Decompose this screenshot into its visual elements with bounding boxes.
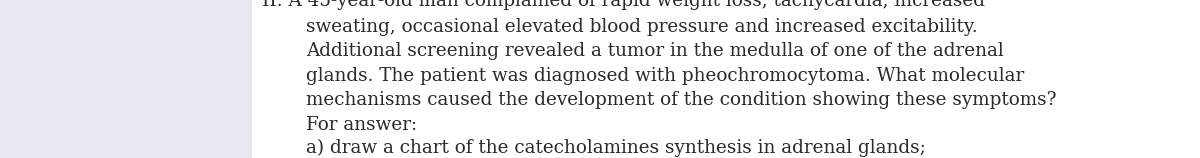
Text: mechanisms caused the development of the condition showing these symptoms?: mechanisms caused the development of the… [306,91,1056,109]
Text: For answer:: For answer: [306,115,418,134]
Text: Additional screening revealed a tumor in the medulla of one of the adrenal: Additional screening revealed a tumor in… [306,42,1003,60]
Text: sweating, occasional elevated blood pressure and increased excitability.: sweating, occasional elevated blood pres… [306,18,978,36]
Text: a) draw a chart of the catecholamines synthesis in adrenal glands;: a) draw a chart of the catecholamines sy… [306,139,926,157]
FancyBboxPatch shape [252,0,1200,158]
FancyBboxPatch shape [0,0,252,158]
Text: II. A 45-year-old man complained of rapid weight loss, tachycardia, increased: II. A 45-year-old man complained of rapi… [262,0,985,10]
Text: glands. The patient was diagnosed with pheochromocytoma. What molecular: glands. The patient was diagnosed with p… [306,67,1025,85]
